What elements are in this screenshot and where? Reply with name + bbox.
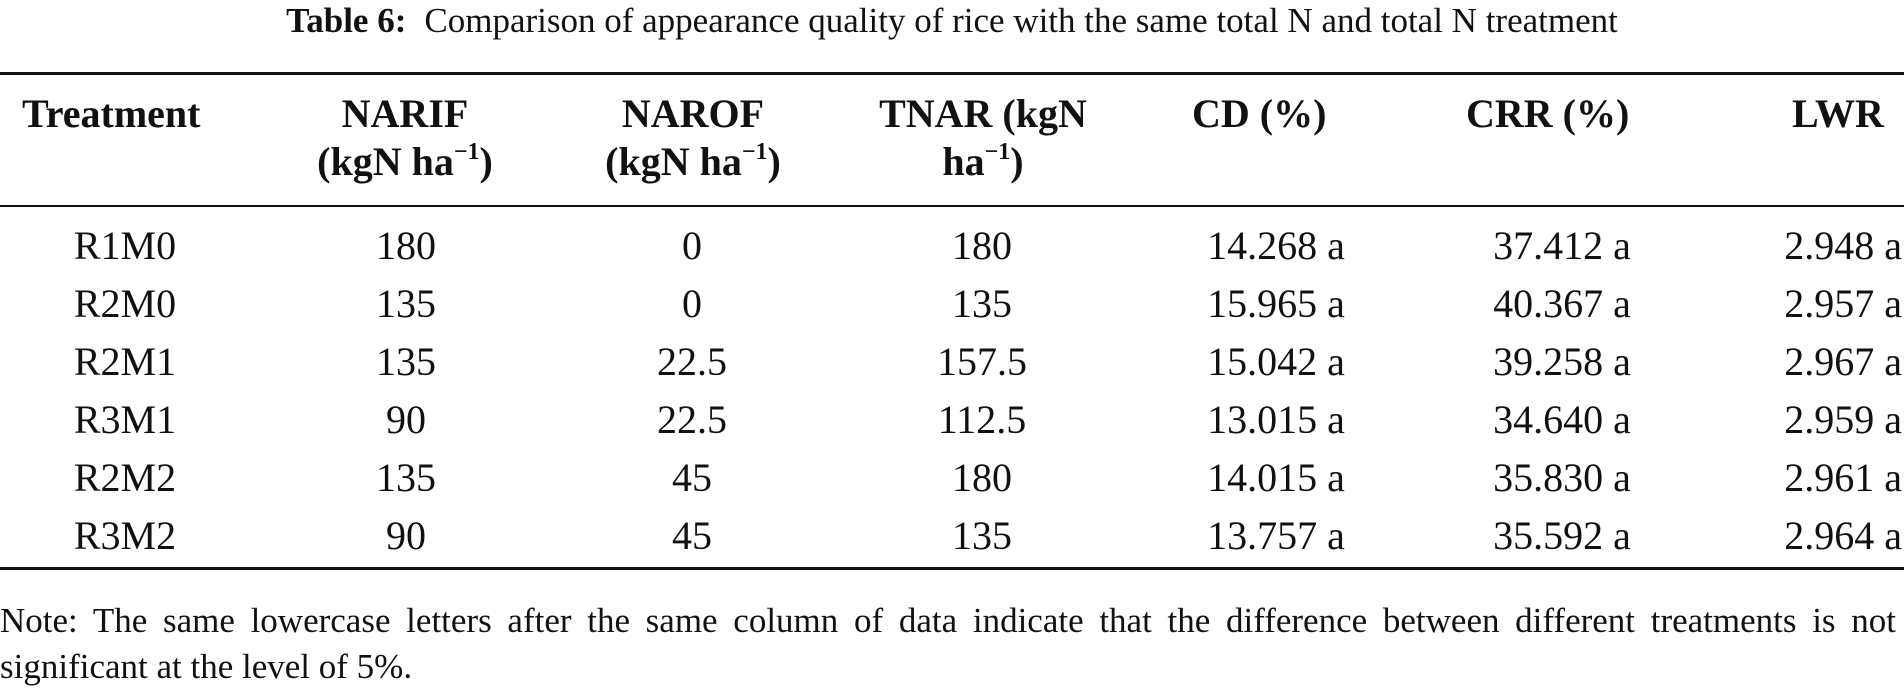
header-narif: NARIF (kgN ha−1) xyxy=(317,91,493,184)
table-cell: 14.015 a xyxy=(1207,455,1345,500)
table-cell: 2.964 a xyxy=(1784,513,1902,558)
table-cell: 180 xyxy=(952,223,1012,268)
header-lwr: LWR xyxy=(1792,91,1884,136)
table-cell: R1M0 xyxy=(73,223,177,268)
table-cell: 135 xyxy=(952,513,1012,558)
table-cell: 157.5 xyxy=(937,339,1027,384)
table-cell: 0 xyxy=(682,223,702,268)
table-top-rule xyxy=(0,72,1904,75)
header-narof: NAROF (kgN ha−1) xyxy=(605,91,781,184)
table-cell: 112.5 xyxy=(937,397,1027,442)
table-bottom-rule xyxy=(0,567,1904,570)
header-treatment: Treatment xyxy=(22,91,201,136)
table-cell: 2.961 a xyxy=(1784,455,1902,500)
table-cell: R3M1 xyxy=(73,397,177,442)
table-cell: 2.957 a xyxy=(1784,281,1902,326)
header-tnar: TNAR (kgN ha−1) xyxy=(879,91,1087,184)
table-cell: 45 xyxy=(672,513,712,558)
table-cell: 135 xyxy=(376,455,436,500)
table-cell: 39.258 a xyxy=(1493,339,1631,384)
table-cell: 2.948 a xyxy=(1784,223,1902,268)
table-cell: 22.5 xyxy=(657,397,727,442)
table-cell: 90 xyxy=(386,397,426,442)
table-cell: R2M0 xyxy=(73,281,177,326)
table-cell: 14.268 a xyxy=(1207,223,1345,268)
table-cell: 90 xyxy=(386,513,426,558)
table-cell: 13.757 a xyxy=(1207,513,1345,558)
table-cell: 135 xyxy=(376,281,436,326)
header-crr: CRR (%) xyxy=(1466,91,1630,136)
table-cell: 135 xyxy=(952,281,1012,326)
table-cell: 40.367 a xyxy=(1493,281,1631,326)
table-cell: 45 xyxy=(672,455,712,500)
table-cell: 35.830 a xyxy=(1493,455,1631,500)
table-cell: 180 xyxy=(376,223,436,268)
table-note: Note: The same lowercase letters after t… xyxy=(0,601,1896,686)
table-cell: 15.965 a xyxy=(1207,281,1345,326)
table-cell: R3M2 xyxy=(73,513,177,558)
table-cell: 2.959 a xyxy=(1784,397,1902,442)
table-header-rule xyxy=(0,205,1904,207)
header-cd: CD (%) xyxy=(1192,91,1327,136)
table-cell: 13.015 a xyxy=(1207,397,1345,442)
table-cell: 35.592 a xyxy=(1493,513,1631,558)
table-cell: 180 xyxy=(952,455,1012,500)
table-cell: 2.967 a xyxy=(1784,339,1902,384)
table-cell: 34.640 a xyxy=(1493,397,1631,442)
table-caption-text: Comparison of appearance quality of rice… xyxy=(424,1,1618,40)
table-cell: 22.5 xyxy=(657,339,727,384)
table-caption-label: Table 6: xyxy=(286,1,407,40)
table-cell: R2M1 xyxy=(73,339,177,384)
table-cell: 15.042 a xyxy=(1207,339,1345,384)
table-caption: Table 6: Comparison of appearance quality… xyxy=(0,0,1904,42)
table-cell: 135 xyxy=(376,339,436,384)
table-cell: 0 xyxy=(682,281,702,326)
table-cell: 37.412 a xyxy=(1493,223,1631,268)
table-cell: R2M2 xyxy=(73,455,177,500)
